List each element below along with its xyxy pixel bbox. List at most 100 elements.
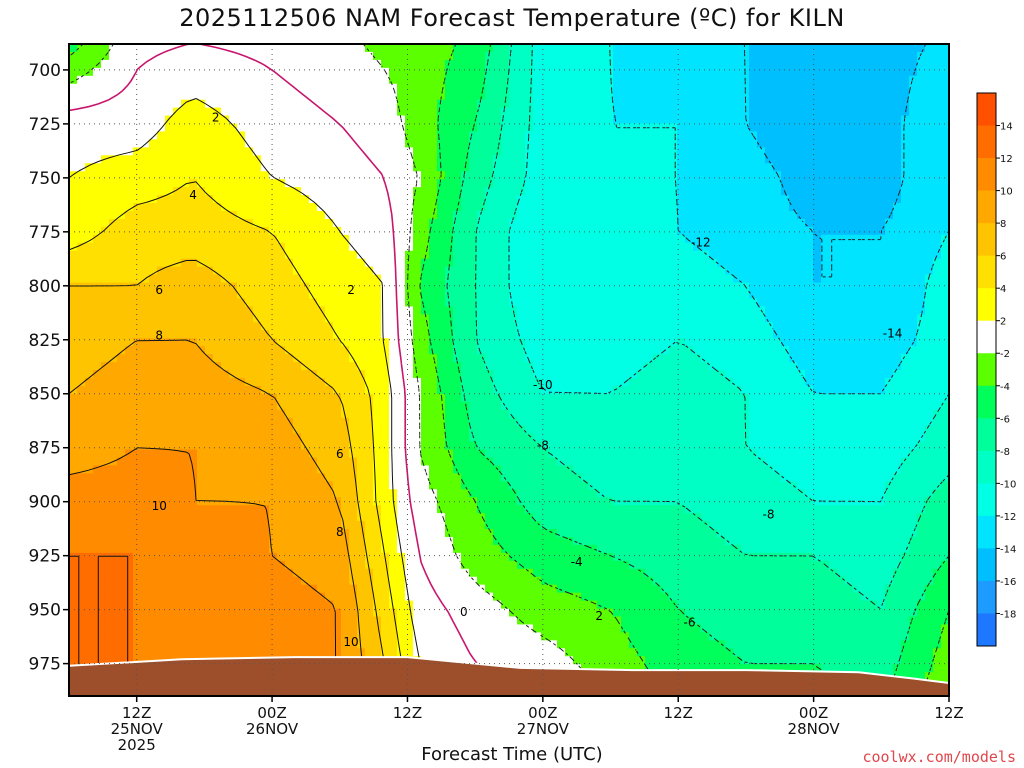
temperature-cell	[237, 401, 246, 411]
temperature-cell	[197, 632, 206, 641]
temperature-cell	[541, 377, 550, 387]
temperature-cell	[221, 616, 230, 626]
temperature-cell	[173, 179, 182, 188]
temperature-cell	[509, 234, 518, 244]
temperature-cell	[413, 393, 422, 403]
temperature-cell	[517, 290, 526, 300]
temperature-cell	[437, 51, 446, 61]
temperature-cell	[221, 210, 230, 220]
temperature-cell	[293, 187, 302, 196]
temperature-cell	[437, 616, 446, 626]
temperature-cell	[325, 179, 334, 188]
temperature-cell	[285, 552, 294, 562]
temperature-cell	[405, 393, 414, 403]
temperature-cell	[333, 218, 342, 228]
temperature-cell	[349, 83, 358, 93]
temperature-cell	[173, 51, 182, 61]
temperature-cell	[93, 457, 102, 467]
temperature-cell	[501, 624, 510, 633]
temperature-cell	[149, 226, 158, 236]
temperature-cell	[437, 401, 446, 411]
temperature-cell	[341, 560, 350, 570]
temperature-cell	[117, 163, 126, 172]
temperature-cell	[413, 250, 422, 260]
temperature-cell	[549, 497, 558, 506]
temperature-cell	[405, 203, 414, 212]
temperature-cell	[77, 457, 86, 467]
temperature-cell	[149, 218, 158, 228]
temperature-cell	[477, 584, 486, 594]
temperature-cell	[413, 354, 422, 363]
temperature-cell	[125, 656, 134, 665]
temperature-cell	[469, 648, 478, 657]
temperature-cell	[357, 99, 366, 109]
temperature-cell	[333, 330, 342, 339]
temperature-cell	[485, 457, 494, 467]
temperature-cell	[269, 505, 278, 514]
temperature-cell	[125, 298, 134, 307]
temperature-cell	[437, 632, 446, 641]
temperature-cell	[453, 346, 462, 355]
temperature-cell	[397, 123, 406, 133]
temperature-cell	[453, 115, 462, 125]
temperature-cell	[509, 385, 518, 395]
temperature-cell	[229, 115, 238, 125]
temperature-cell	[461, 521, 470, 530]
temperature-cell	[421, 330, 430, 339]
temperature-cell	[261, 401, 270, 411]
temperature-cell	[245, 409, 254, 419]
temperature-cell	[501, 441, 510, 451]
temperature-cell	[93, 489, 102, 498]
temperature-cell	[461, 298, 470, 307]
temperature-cell	[413, 600, 422, 610]
temperature-cell	[453, 330, 462, 339]
temperature-cell	[85, 155, 94, 164]
temperature-cell	[101, 107, 110, 117]
temperature-cell	[469, 592, 478, 602]
temperature-cell	[285, 481, 294, 490]
temperature-cell	[277, 306, 286, 315]
temperature-cell	[93, 568, 102, 578]
temperature-cell	[77, 258, 86, 268]
temperature-cell	[429, 552, 438, 562]
temperature-cell	[85, 568, 94, 578]
temperature-cell	[413, 338, 422, 347]
temperature-cell	[461, 306, 470, 315]
temperature-cell	[405, 592, 414, 602]
temperature-cell	[357, 552, 366, 562]
temperature-cell	[205, 59, 214, 69]
temperature-cell	[221, 147, 230, 156]
temperature-cell	[389, 624, 398, 633]
temperature-cell	[77, 354, 86, 363]
temperature-cell	[109, 139, 118, 148]
temperature-cell	[357, 234, 366, 244]
temperature-cell	[109, 449, 118, 459]
temperature-cell	[173, 282, 182, 292]
temperature-cell	[197, 195, 206, 204]
temperature-cell	[517, 115, 526, 125]
temperature-cell	[421, 44, 430, 53]
temperature-cell	[373, 354, 382, 363]
temperature-cell	[237, 640, 246, 649]
temperature-cell	[213, 560, 222, 570]
temperature-cell	[541, 632, 550, 641]
temperature-cell	[309, 203, 318, 212]
temperature-cell	[501, 362, 510, 371]
temperature-cell	[389, 481, 398, 490]
temperature-cell	[253, 441, 262, 451]
temperature-cell	[405, 131, 414, 141]
temperature-cell	[157, 282, 166, 292]
temperature-cell	[469, 465, 478, 474]
temperature-cell	[157, 290, 166, 300]
temperature-cell	[85, 44, 94, 53]
temperature-cell	[501, 465, 510, 474]
temperature-cell	[373, 385, 382, 395]
temperature-cell	[501, 568, 510, 578]
temperature-cell	[141, 314, 150, 323]
temperature-cell	[429, 107, 438, 117]
temperature-cell	[197, 290, 206, 300]
temperature-cell	[69, 75, 78, 85]
temperature-cell	[285, 473, 294, 482]
temperature-cell	[269, 250, 278, 260]
temperature-cell	[253, 123, 262, 133]
